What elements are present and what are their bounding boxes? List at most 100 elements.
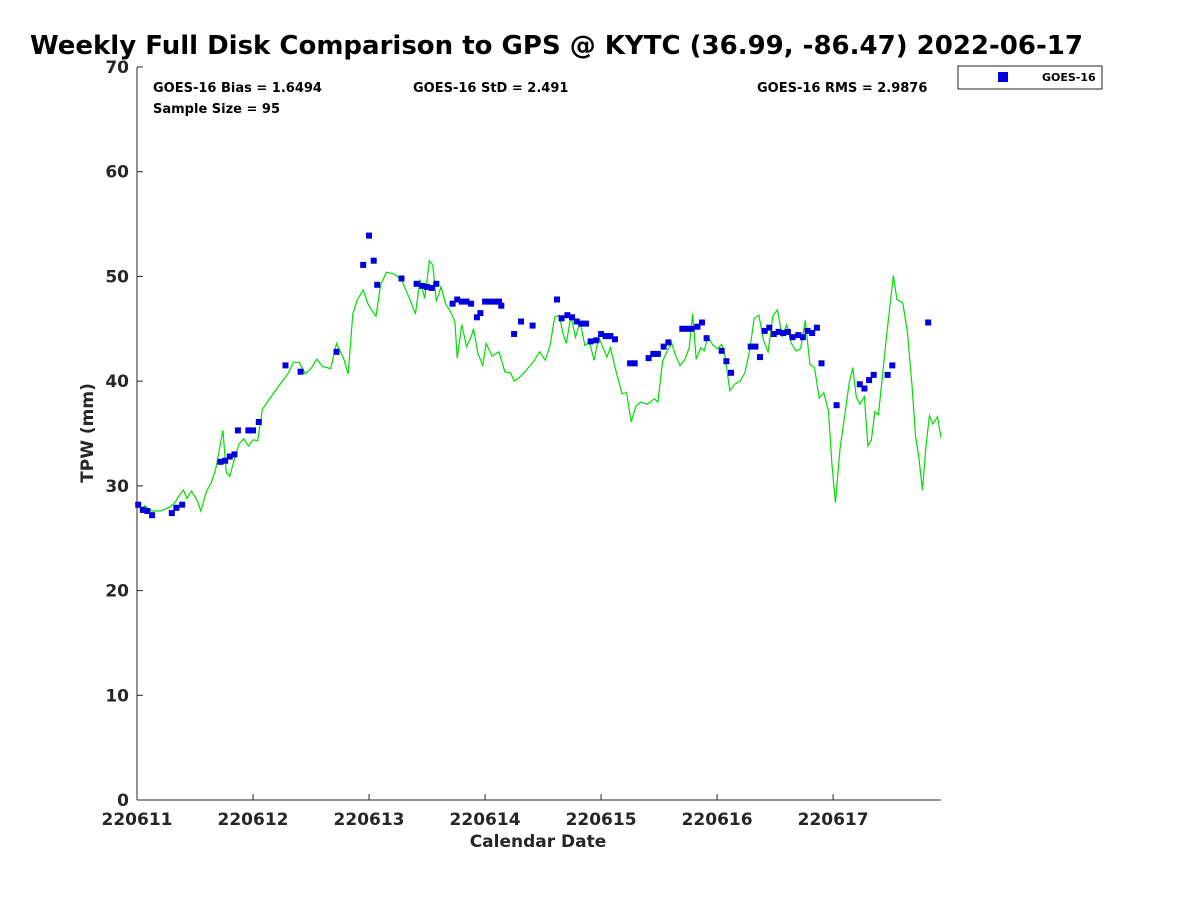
goes16-point bbox=[804, 327, 811, 334]
goes16-point bbox=[809, 330, 816, 336]
goes16-point bbox=[496, 298, 502, 305]
goes16-point bbox=[569, 314, 576, 321]
goes16-point bbox=[688, 325, 695, 332]
goes16-point bbox=[699, 319, 705, 326]
goes16-point bbox=[449, 300, 456, 307]
goes16-point bbox=[718, 347, 725, 354]
goes16-point bbox=[433, 280, 440, 287]
goes16-point bbox=[486, 298, 493, 305]
goes16-point bbox=[770, 331, 777, 337]
x-tick-label: 220615 bbox=[566, 810, 637, 830]
goes16-point bbox=[482, 298, 489, 305]
goes16-point bbox=[413, 280, 420, 287]
rms-stat: GOES-16 RMS = 2.9876 bbox=[757, 81, 927, 96]
goes16-point bbox=[694, 323, 701, 330]
bias-stat: GOES-16 Bias = 1.6494 bbox=[153, 81, 322, 96]
goes16-point bbox=[866, 377, 873, 384]
goes16-point bbox=[645, 355, 652, 362]
goes16-point bbox=[799, 334, 806, 341]
goes16-point bbox=[558, 315, 565, 322]
std-stat: GOES-16 StD = 2.491 bbox=[413, 81, 568, 96]
goes16-point bbox=[245, 427, 252, 434]
goes16-point bbox=[511, 331, 518, 337]
goes16-point bbox=[370, 257, 377, 264]
goes16-point bbox=[518, 318, 524, 325]
goes16-point bbox=[468, 300, 475, 307]
y-tick-label: 70 bbox=[105, 58, 129, 78]
goes16-point bbox=[282, 362, 289, 369]
goes16-point bbox=[795, 332, 802, 339]
y-tick-label: 50 bbox=[105, 267, 129, 287]
goes16-point bbox=[234, 427, 241, 434]
goes16-point bbox=[168, 510, 175, 517]
y-tick-label: 0 bbox=[117, 791, 129, 811]
sample-size-stat: Sample Size = 95 bbox=[153, 102, 280, 117]
goes16-point bbox=[135, 501, 142, 508]
goes16-point bbox=[631, 360, 638, 367]
goes16-point bbox=[889, 362, 896, 369]
x-tick-label: 220617 bbox=[798, 810, 869, 830]
goes16-point bbox=[587, 338, 594, 345]
goes16-point bbox=[665, 339, 672, 346]
x-axis-ticks: 220611 220612 220613 220614 220615 220616 2206… bbox=[102, 794, 869, 830]
goes16-point bbox=[374, 281, 381, 288]
goes16-point bbox=[593, 337, 600, 344]
goes16-point bbox=[297, 368, 304, 375]
x-tick-label: 220611 bbox=[102, 810, 173, 830]
goes16-point bbox=[780, 330, 787, 336]
x-tick-label: 220612 bbox=[218, 810, 289, 830]
goes16-point bbox=[884, 371, 891, 378]
goes16-point bbox=[366, 232, 372, 239]
plot-area bbox=[137, 67, 941, 800]
goes16-point bbox=[554, 296, 560, 303]
goes16-point bbox=[856, 381, 863, 388]
goes16-point bbox=[789, 334, 796, 341]
goes16-point bbox=[766, 324, 773, 331]
goes16-point bbox=[473, 314, 480, 321]
goes16-point bbox=[683, 325, 690, 332]
goes16-point bbox=[428, 284, 435, 291]
goes16-point bbox=[419, 282, 426, 289]
goes16-point bbox=[144, 508, 151, 514]
goes16-point bbox=[139, 506, 146, 513]
goes16-point bbox=[728, 369, 734, 376]
goes16-point bbox=[149, 512, 156, 519]
goes16-point bbox=[231, 451, 238, 458]
goes16-point bbox=[925, 319, 932, 326]
goes16-point bbox=[217, 458, 224, 465]
goes16-point bbox=[398, 275, 405, 282]
y-tick-label: 40 bbox=[105, 372, 129, 392]
goes16-point bbox=[650, 350, 657, 357]
goes16-point bbox=[498, 302, 505, 309]
goes16-point bbox=[179, 501, 186, 508]
goes16-point bbox=[627, 360, 634, 367]
goes16-point bbox=[477, 310, 484, 317]
goes16-point bbox=[578, 320, 585, 327]
x-tick-label: 220613 bbox=[334, 810, 405, 830]
goes16-point bbox=[784, 328, 791, 335]
legend-box bbox=[957, 65, 1103, 90]
goes16-point bbox=[573, 318, 580, 325]
goes16-point bbox=[529, 322, 536, 329]
goes16-point bbox=[360, 261, 367, 268]
goes16-point bbox=[660, 343, 667, 350]
goes16-point bbox=[752, 343, 759, 350]
goes16-point bbox=[761, 327, 768, 334]
x-tick-label: 220614 bbox=[450, 810, 521, 830]
goes16-point bbox=[564, 312, 571, 319]
goes16-point bbox=[458, 298, 465, 305]
goes16-point bbox=[454, 296, 461, 303]
goes16-point bbox=[226, 453, 233, 460]
goes16-point bbox=[861, 385, 868, 392]
goes16-point bbox=[818, 360, 825, 367]
goes16-point bbox=[703, 335, 710, 342]
x-tick-label: 220616 bbox=[682, 810, 753, 830]
goes16-point bbox=[255, 419, 262, 425]
y-axis-ticks: 0 10 20 30 40 50 60 70 bbox=[105, 58, 143, 811]
goes16-point bbox=[757, 354, 763, 361]
goes16-point-series bbox=[135, 232, 932, 519]
goes16-point bbox=[607, 333, 614, 340]
goes16-point bbox=[222, 457, 229, 464]
y-tick-label: 10 bbox=[105, 686, 129, 706]
